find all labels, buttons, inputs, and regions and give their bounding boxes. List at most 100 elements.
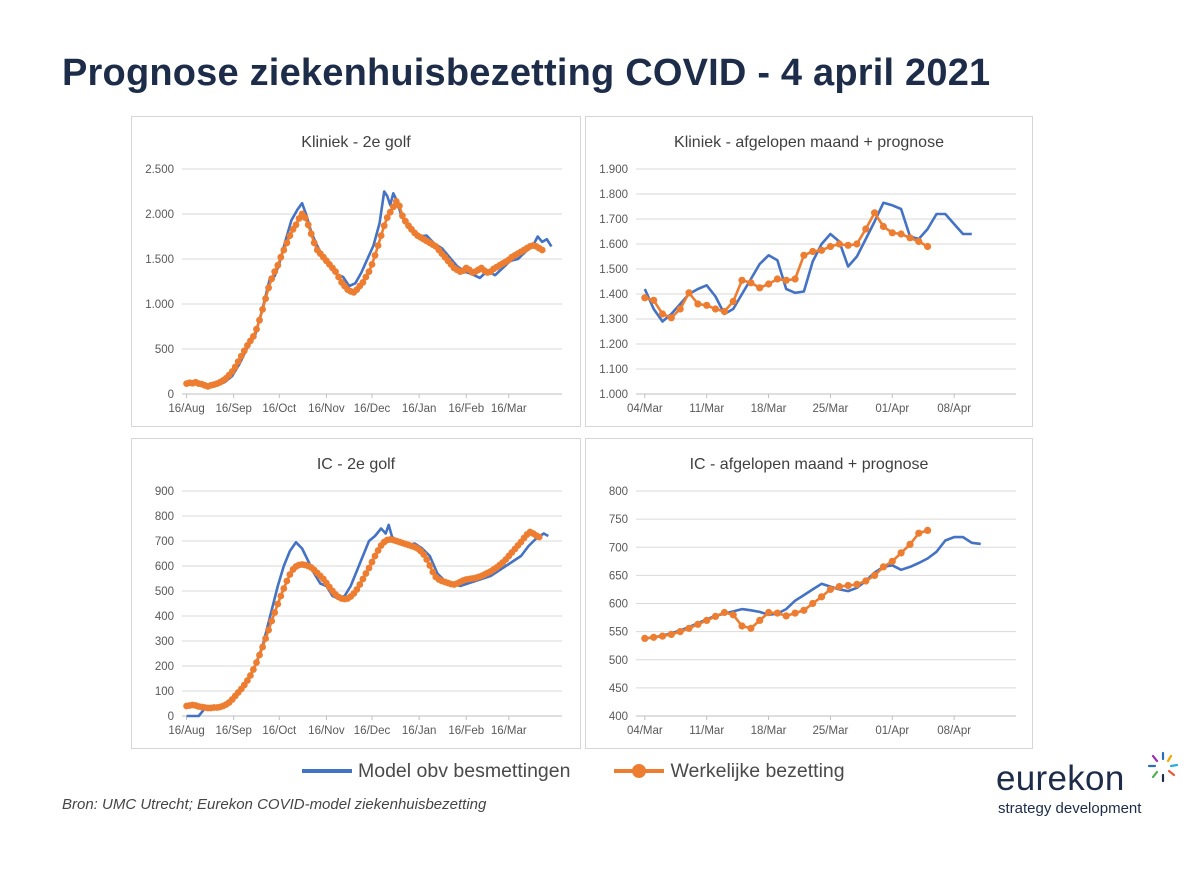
legend-label-actual: Werkelijke bezetting (670, 759, 845, 782)
data-point-actual (658, 632, 667, 640)
data-point-actual (256, 651, 263, 659)
legend-line-model-icon (302, 769, 352, 773)
chart-svg: IC - 2e golf 0 100 200 300 400 500 600 700 800 900… (155, 456, 562, 737)
data-point-actual (809, 599, 817, 608)
data-point-actual (694, 300, 702, 308)
data-point-actual (265, 284, 272, 292)
data-point-actual (353, 586, 361, 593)
data-point-actual (826, 585, 834, 593)
data-point-actual (906, 540, 914, 548)
y-tick-label: 1.400 (599, 289, 628, 301)
data-point-actual (906, 234, 914, 242)
x-tick-label: 25/Mar (813, 403, 849, 415)
data-point-actual (283, 239, 291, 247)
data-point-actual (676, 628, 684, 636)
data-point-actual (304, 221, 312, 229)
data-point-actual (268, 275, 276, 283)
data-point-actual (756, 284, 764, 292)
data-point-actual (262, 295, 269, 302)
x-tick-label: 16/Oct (262, 725, 297, 737)
x-tick-label: 16/Sep (215, 725, 251, 737)
chart-title: Kliniek - 2e golf (301, 134, 411, 151)
x-tick-label: 01/Apr (875, 725, 909, 737)
data-point-actual (835, 240, 843, 248)
data-point-actual (259, 306, 266, 313)
x-tick-label: 04/Mar (627, 725, 663, 737)
y-tick-label: 400 (609, 711, 628, 723)
y-tick-label: 2.000 (145, 209, 174, 221)
data-point-actual (274, 261, 282, 269)
data-point-actual (256, 316, 263, 324)
legend-label-model: Model obv besmettingen (358, 759, 571, 782)
data-point-actual (853, 580, 861, 588)
data-point-actual (800, 251, 808, 259)
y-tick-label: 500 (155, 344, 174, 356)
data-point-actual (359, 279, 367, 286)
y-tick-label: 600 (155, 561, 174, 573)
data-point-actual (835, 583, 843, 591)
data-point-actual (720, 608, 728, 617)
data-point-actual (286, 571, 294, 578)
legend-line-actual-icon (614, 764, 665, 778)
data-point-actual (650, 296, 658, 304)
y-tick-label: 1.000 (599, 389, 628, 401)
y-tick-label: 1.200 (599, 339, 628, 351)
y-tick-label: 2.500 (145, 164, 174, 176)
data-point-actual (368, 558, 376, 566)
data-point-actual (871, 209, 879, 217)
data-point-actual (371, 552, 379, 560)
eurekon-logo: eurekon strategy development (996, 750, 1186, 820)
chart-svg: Kliniek - afgelopen maand + prognose 1.00… (599, 134, 1016, 415)
data-point-actual (365, 564, 373, 572)
data-point-actual (667, 630, 675, 638)
data-point-actual (800, 606, 808, 614)
y-tick-label: 550 (609, 627, 628, 639)
data-point-actual (374, 547, 382, 554)
logo-tagline: strategy development (998, 800, 1142, 817)
data-point-actual (377, 232, 385, 239)
y-tick-label: 1.900 (599, 164, 628, 176)
x-tick-label: 18/Mar (751, 403, 787, 415)
data-point-actual (250, 333, 257, 340)
y-tick-label: 1.300 (599, 314, 628, 326)
y-tick-label: 1.000 (145, 299, 174, 311)
data-point-actual (685, 289, 693, 297)
data-point-actual (703, 301, 711, 309)
data-point-actual (862, 225, 870, 233)
y-tick-label: 800 (155, 511, 174, 523)
data-point-actual (658, 310, 667, 318)
chart-svg: IC - afgelopen maand + prognose 400 450 500… (609, 456, 1016, 737)
x-tick-label: 11/Mar (689, 403, 724, 415)
data-point-actual (286, 232, 294, 239)
legend-item-actual: Werkelijke bezetting (612, 759, 845, 783)
x-tick-label: 16/Jan (402, 403, 437, 415)
data-point-actual (386, 208, 394, 216)
y-tick-label: 400 (155, 611, 174, 623)
data-point-actual (247, 672, 254, 679)
data-point-actual (231, 363, 239, 371)
data-point-actual (711, 305, 720, 313)
x-tick-label: 16/Dec (354, 725, 391, 737)
data-point-actual (244, 677, 251, 684)
data-point-actual (756, 616, 764, 624)
x-tick-label: 01/Apr (875, 403, 909, 415)
data-point-actual (420, 551, 428, 558)
data-point-actual (667, 314, 675, 322)
data-point-actual (765, 280, 773, 288)
data-point-actual (371, 252, 379, 259)
data-point-actual (791, 275, 799, 283)
data-point-actual (818, 593, 826, 601)
data-point-actual (782, 276, 790, 284)
data-point-actual (720, 307, 728, 316)
data-point-actual (729, 611, 737, 619)
chart-title: IC - afgelopen maand + prognose (690, 456, 929, 473)
chart-title: Kliniek - afgelopen maand + prognose (674, 134, 944, 151)
y-tick-label: 100 (155, 686, 174, 698)
x-tick-label: 16/Mar (491, 725, 527, 737)
data-point-actual (389, 203, 397, 211)
chart-ic-maand-prognose: IC - afgelopen maand + prognose 400 450 500… (585, 438, 1033, 749)
y-tick-label: 1.800 (599, 189, 628, 201)
data-point-actual (283, 577, 291, 585)
logo-wordmark: eurekon (996, 759, 1125, 798)
data-point-actual (538, 246, 546, 254)
